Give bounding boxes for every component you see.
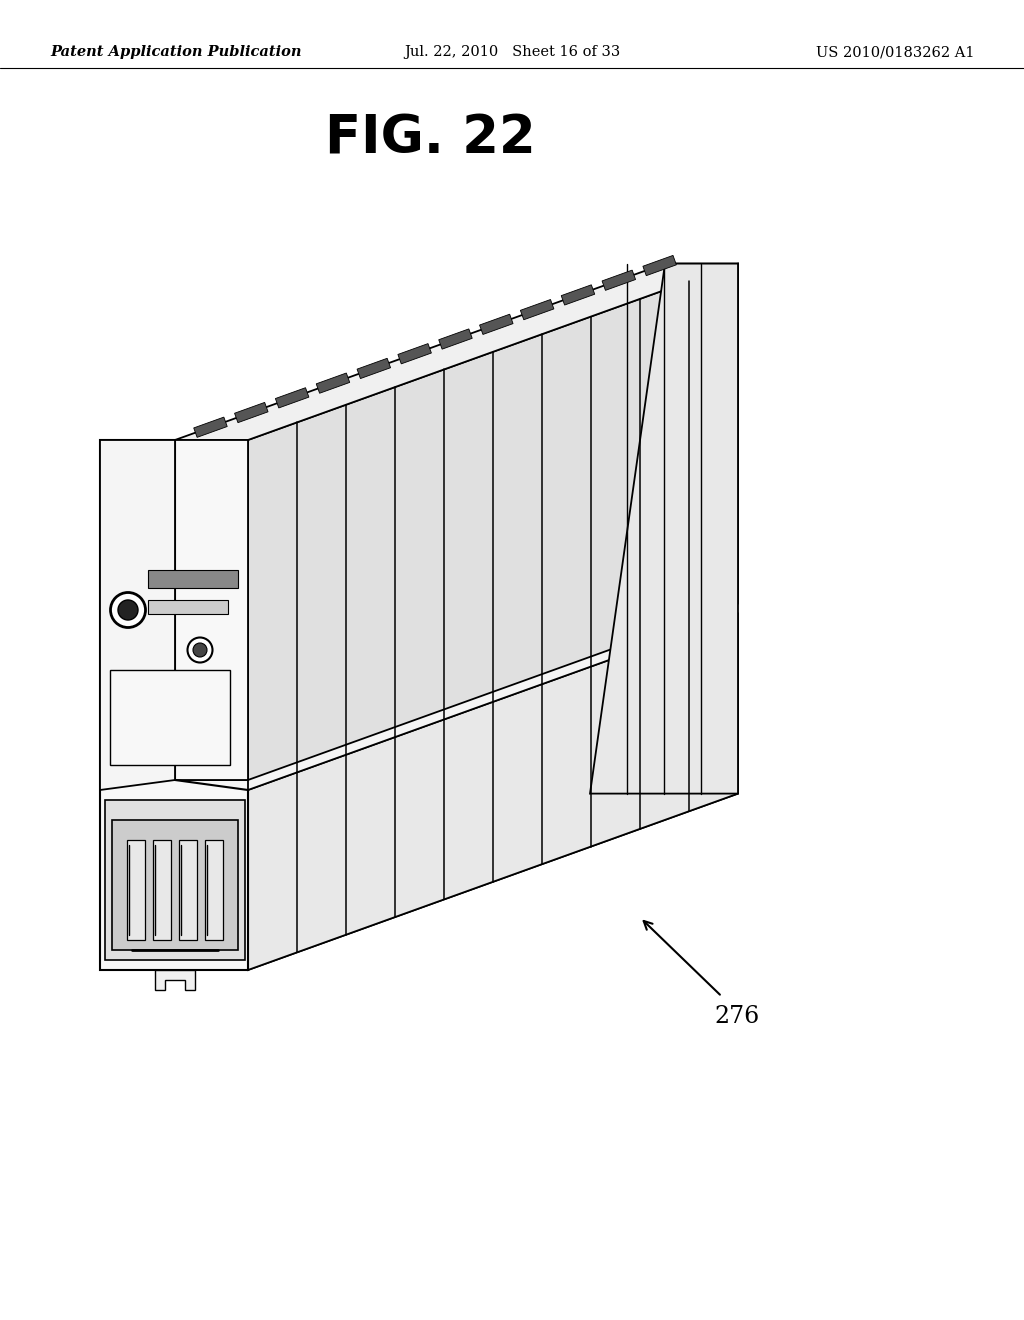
Polygon shape bbox=[175, 264, 738, 440]
Ellipse shape bbox=[111, 593, 145, 627]
Polygon shape bbox=[602, 271, 636, 290]
Polygon shape bbox=[100, 614, 738, 789]
Polygon shape bbox=[205, 840, 223, 940]
Polygon shape bbox=[316, 374, 350, 393]
Polygon shape bbox=[438, 329, 472, 350]
Polygon shape bbox=[179, 840, 197, 940]
Polygon shape bbox=[105, 800, 245, 960]
Polygon shape bbox=[643, 255, 677, 276]
Polygon shape bbox=[155, 970, 195, 990]
Text: 276: 276 bbox=[715, 1005, 760, 1028]
Text: FIG. 22: FIG. 22 bbox=[325, 112, 536, 165]
Ellipse shape bbox=[118, 601, 138, 620]
Text: Patent Application Publication: Patent Application Publication bbox=[50, 45, 301, 59]
Text: Jul. 22, 2010   Sheet 16 of 33: Jul. 22, 2010 Sheet 16 of 33 bbox=[403, 45, 621, 59]
Polygon shape bbox=[248, 614, 738, 970]
Polygon shape bbox=[110, 671, 230, 766]
Polygon shape bbox=[194, 417, 227, 437]
Polygon shape bbox=[175, 440, 248, 780]
Polygon shape bbox=[127, 840, 145, 940]
Polygon shape bbox=[520, 300, 554, 319]
Polygon shape bbox=[248, 264, 738, 780]
Polygon shape bbox=[234, 403, 268, 422]
Polygon shape bbox=[100, 780, 248, 789]
Polygon shape bbox=[590, 264, 738, 793]
Polygon shape bbox=[561, 285, 595, 305]
Polygon shape bbox=[357, 358, 390, 379]
Polygon shape bbox=[479, 314, 513, 334]
Polygon shape bbox=[100, 440, 175, 789]
Polygon shape bbox=[153, 840, 171, 940]
Polygon shape bbox=[148, 570, 238, 587]
Text: US 2010/0183262 A1: US 2010/0183262 A1 bbox=[815, 45, 974, 59]
Polygon shape bbox=[100, 793, 738, 970]
Polygon shape bbox=[148, 601, 228, 614]
Polygon shape bbox=[100, 440, 248, 970]
Polygon shape bbox=[275, 388, 309, 408]
Polygon shape bbox=[100, 440, 175, 789]
Polygon shape bbox=[100, 789, 248, 970]
Polygon shape bbox=[112, 820, 238, 950]
Ellipse shape bbox=[193, 643, 207, 657]
Ellipse shape bbox=[187, 638, 213, 663]
Polygon shape bbox=[398, 343, 431, 364]
